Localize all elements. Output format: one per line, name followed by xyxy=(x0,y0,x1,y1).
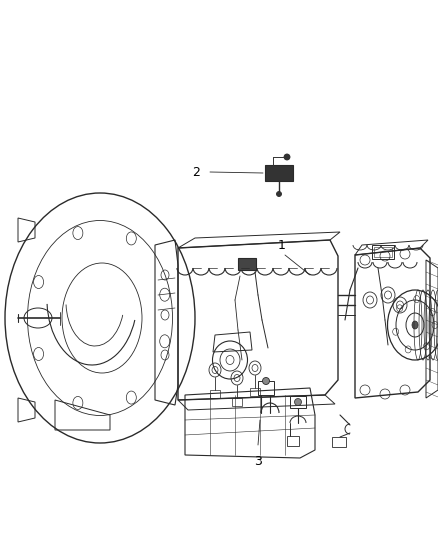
Bar xyxy=(290,396,306,408)
Ellipse shape xyxy=(276,191,282,197)
Ellipse shape xyxy=(284,154,290,160)
Bar xyxy=(210,390,220,398)
Ellipse shape xyxy=(262,377,269,384)
Text: 1: 1 xyxy=(278,239,286,252)
Bar xyxy=(332,437,346,447)
Bar xyxy=(287,436,299,446)
Text: 3: 3 xyxy=(254,455,262,468)
Bar xyxy=(232,398,242,406)
Bar xyxy=(374,247,392,257)
Bar xyxy=(372,245,394,259)
Bar xyxy=(265,165,293,181)
Bar xyxy=(238,258,256,270)
Bar xyxy=(250,388,260,396)
Text: 2: 2 xyxy=(192,166,200,179)
Ellipse shape xyxy=(412,321,418,329)
Ellipse shape xyxy=(294,399,301,406)
Bar xyxy=(258,381,274,395)
